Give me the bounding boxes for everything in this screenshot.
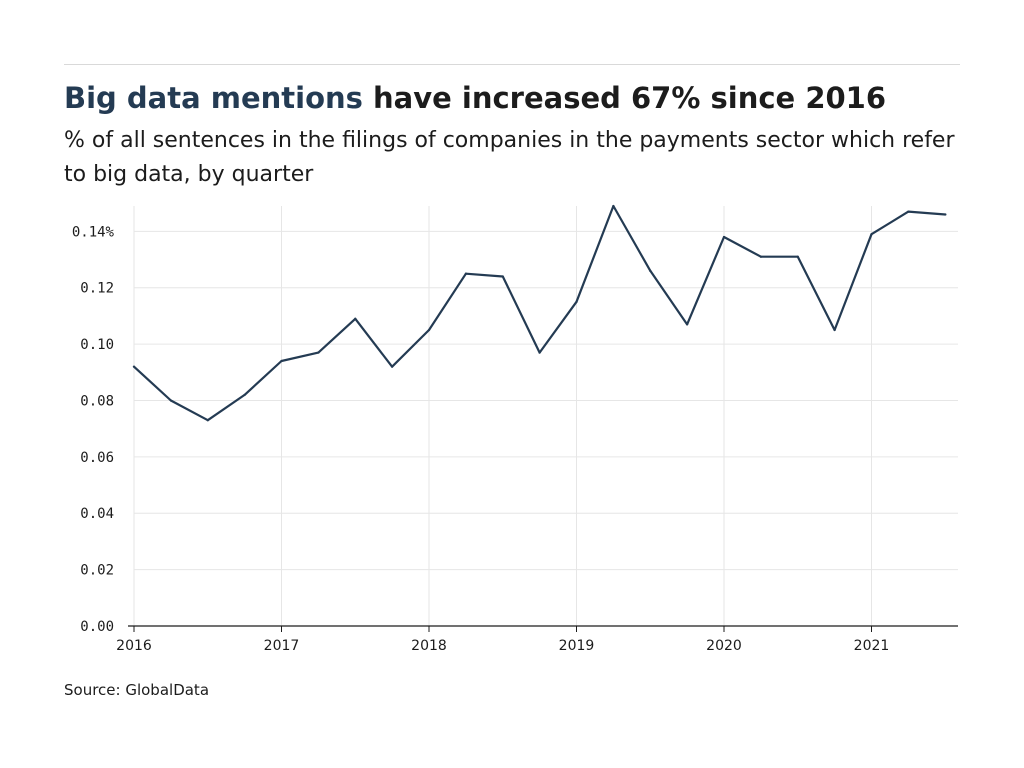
x-tick-label: 2016	[116, 638, 152, 654]
y-tick-label: 0.06	[80, 450, 114, 466]
data-point	[317, 351, 320, 354]
x-tick-label: 2019	[559, 638, 595, 654]
y-tick-label: 0.14%	[72, 224, 115, 240]
x-tick-label: 2017	[264, 638, 300, 654]
data-point	[538, 351, 541, 354]
chart-subtitle: % of all sentences in the filings of com…	[64, 128, 955, 187]
data-point	[354, 317, 357, 320]
y-tick-label: 0.12	[80, 281, 114, 297]
data-point	[796, 255, 799, 258]
chart-title: Big data mentions have increased 67% sin…	[64, 80, 886, 116]
data-point	[391, 365, 394, 368]
line-chart: 0.000.020.040.060.080.100.120.14% 2016 20…	[72, 204, 958, 654]
data-point	[944, 213, 947, 216]
data-point	[169, 399, 172, 402]
grid-lines	[133, 206, 958, 626]
title-rest: have increased 67% since 2016	[362, 81, 887, 115]
data-point	[280, 359, 283, 363]
source-note: Source: GlobalData	[64, 681, 210, 699]
y-tick-label: 0.00	[80, 619, 114, 635]
data-point	[722, 235, 726, 239]
y-axis-ticks: 0.00 0.02 0.04 0.06 0.08 0.10 0.12 0.14%	[72, 224, 115, 635]
data-point	[206, 419, 209, 422]
data-point	[575, 300, 578, 303]
data-point	[870, 233, 873, 236]
top-divider	[64, 64, 960, 65]
data-point	[243, 393, 246, 396]
x-axis-ticks: 2016 2017 2018 2019 2020 2021	[116, 638, 889, 654]
title-highlight: Big data mentions	[64, 81, 363, 115]
x-tick-label: 2020	[706, 638, 742, 654]
data-point	[427, 328, 431, 332]
y-tick-label: 0.04	[80, 506, 114, 522]
x-tick-label: 2018	[411, 638, 447, 654]
series-layer	[132, 204, 947, 422]
data-point	[501, 275, 504, 278]
data-point	[132, 365, 136, 368]
data-point	[649, 269, 652, 272]
data-point	[907, 210, 910, 213]
y-tick-label: 0.02	[80, 563, 114, 579]
data-point	[464, 272, 467, 275]
axes	[128, 625, 958, 632]
data-point	[833, 328, 836, 332]
y-tick-label: 0.10	[80, 337, 114, 353]
data-point	[612, 204, 615, 208]
x-tick-label: 2021	[854, 638, 890, 654]
data-point	[686, 323, 689, 326]
series-line	[132, 204, 947, 422]
data-point	[759, 255, 762, 258]
y-tick-label: 0.08	[80, 393, 114, 409]
